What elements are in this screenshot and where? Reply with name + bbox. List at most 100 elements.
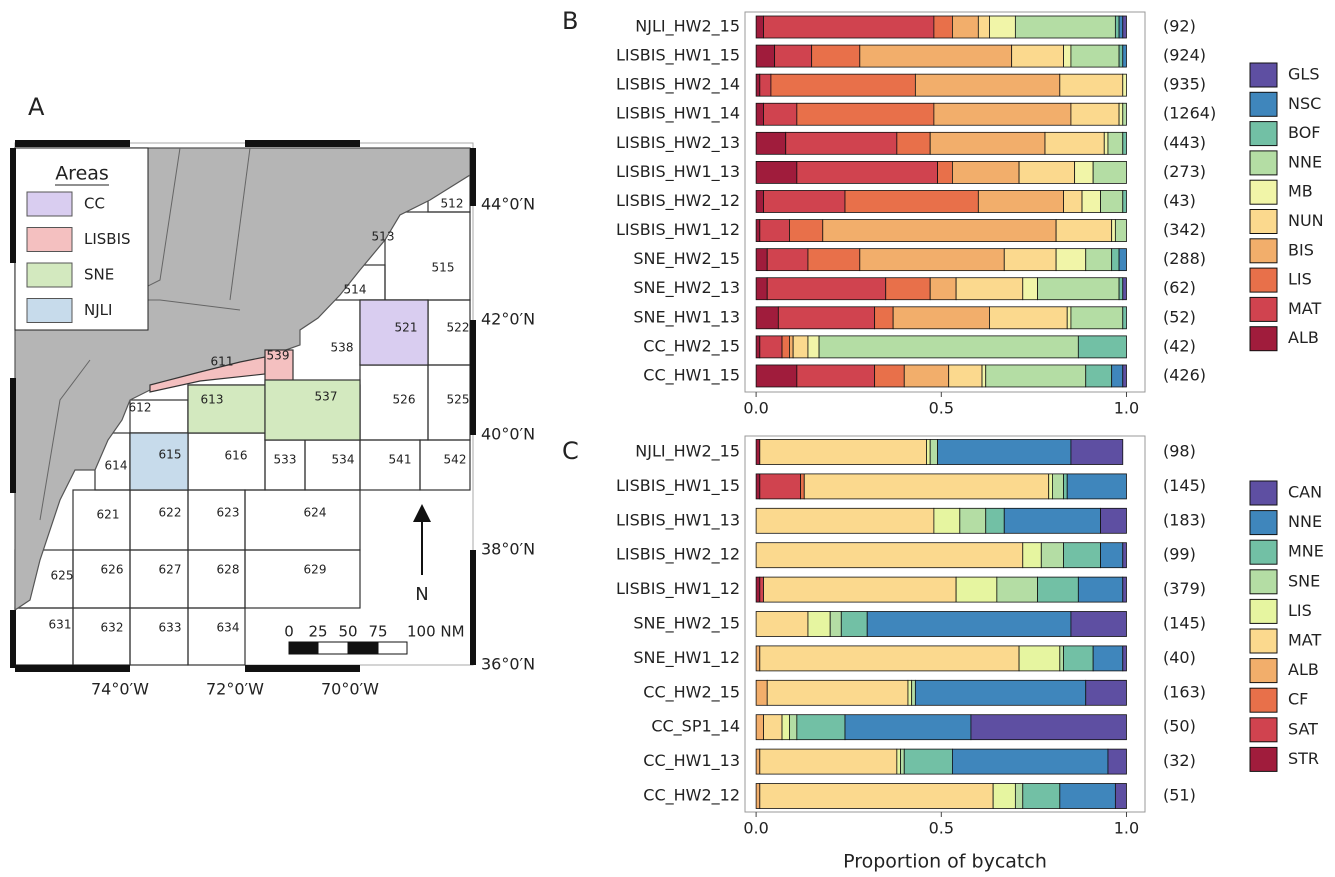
bar-segment (1118, 277, 1124, 301)
legend-label: GLS (1288, 65, 1319, 84)
bar-segment (844, 190, 979, 213)
bar-segment (1114, 783, 1127, 809)
count-label: (42) (1163, 336, 1196, 355)
count-label: (145) (1163, 614, 1206, 633)
bar-segment (952, 160, 1020, 184)
y-tick-label: SNE_HW1_13 (633, 307, 740, 327)
bar-segment (1018, 160, 1076, 184)
bar-segment (755, 73, 761, 97)
y-tick-label: LISBIS_HW2_12 (616, 191, 740, 211)
bar-segment (929, 131, 1046, 155)
bar-segment (859, 248, 1005, 272)
bar-segment (1066, 473, 1127, 500)
bar-segment (1055, 219, 1113, 242)
bar-segment (874, 364, 905, 388)
map-legend-swatch (26, 227, 73, 252)
stat-area-label: 626 (101, 563, 124, 577)
count-label: (43) (1163, 191, 1196, 210)
legend-label: MAT (1288, 299, 1322, 318)
stat-area-label: 628 (217, 563, 240, 577)
bar-segment (755, 335, 761, 359)
bar-segment (1103, 131, 1109, 155)
y-tick-label: CC_HW1_15 (643, 365, 740, 385)
legend-label: MB (1288, 182, 1313, 201)
panel-label: B (562, 7, 578, 35)
y-tick-label: LISBIS_HW2_13 (616, 133, 740, 153)
count-label: (426) (1163, 365, 1206, 384)
bar-segment (903, 748, 953, 775)
count-label: (443) (1163, 133, 1206, 152)
bar-segment (900, 748, 905, 775)
map-legend-label: CC (84, 195, 105, 213)
bar-segment (759, 645, 1020, 672)
legend-label: NNE (1288, 512, 1322, 531)
bar-segment (1081, 190, 1101, 213)
stat-area-label: 542 (444, 453, 467, 467)
bar-segment (1118, 44, 1124, 68)
bar-segment (766, 248, 809, 272)
bar-segment (1063, 44, 1072, 68)
bar-segment (759, 439, 927, 465)
stat-area-label: 525 (447, 393, 470, 407)
bar-segment (789, 714, 798, 741)
legend-label: CAN (1288, 483, 1322, 502)
legend-label: NNE (1288, 152, 1322, 171)
legend-swatch (1249, 746, 1278, 772)
scale-label: 50 (338, 623, 357, 641)
y-tick-label: LISBIS_HW1_12 (616, 220, 740, 240)
count-label: (62) (1163, 278, 1196, 297)
y-tick-label: SNE_HW2_15 (633, 249, 740, 269)
bar-segment (755, 611, 809, 637)
lat-label: 38°0′N (481, 540, 535, 559)
stat-area-label: 627 (159, 563, 182, 577)
legend-swatch (1249, 326, 1278, 352)
count-label: (288) (1163, 249, 1206, 268)
lat-label: 40°0′N (481, 425, 535, 444)
legend-label: ALB (1288, 328, 1319, 347)
stat-area-label: 537 (315, 390, 338, 404)
bar-segment (977, 15, 990, 39)
count-label: (935) (1163, 75, 1206, 94)
bar-segment (989, 15, 1016, 39)
y-tick-label: LISBIS_HW1_12 (616, 579, 740, 599)
scale-segment (317, 641, 349, 655)
bar-segment (755, 15, 764, 39)
bar-segment (763, 102, 798, 126)
y-tick-label: CC_HW2_15 (643, 336, 740, 356)
legend-label: STR (1288, 749, 1319, 768)
bar-segment (937, 439, 1072, 465)
area-fill (129, 432, 189, 491)
x-tick-label: 0.5 (929, 399, 954, 418)
y-tick-label: LISBIS_HW1_14 (616, 104, 740, 124)
bar-segment (933, 15, 953, 39)
bar-segment (1092, 645, 1124, 672)
bar-segment (755, 248, 768, 272)
y-tick-label: CC_HW2_15 (643, 682, 740, 702)
bar-segment (1085, 364, 1113, 388)
bar-segment (1059, 783, 1116, 809)
scale-segment (347, 641, 379, 655)
bar-segment (796, 160, 938, 184)
legend-swatch (1249, 150, 1278, 176)
bar-segment (1070, 611, 1127, 637)
bar-segment (1118, 248, 1127, 272)
bar-segment (1111, 248, 1120, 272)
bar-segment (840, 611, 868, 637)
stat-area-label: 534 (332, 453, 355, 467)
bar-segment (1085, 248, 1113, 272)
bar-segment (1044, 131, 1105, 155)
bar-segment (985, 364, 1087, 388)
map-frame-bar (10, 378, 16, 493)
bar-segment (800, 473, 805, 500)
bar-segment (755, 219, 761, 242)
stat-area-label: 512 (441, 197, 464, 211)
legend-swatch (1249, 62, 1278, 88)
bar-segment (996, 576, 1038, 603)
y-tick-label: LISBIS_HW2_14 (616, 75, 740, 95)
stat-area-label: 622 (159, 506, 182, 520)
count-label: (52) (1163, 307, 1196, 326)
count-label: (51) (1163, 786, 1196, 805)
legend-label: BOF (1288, 123, 1321, 142)
lat-label: 42°0′N (481, 310, 535, 329)
bar-segment (929, 277, 957, 301)
